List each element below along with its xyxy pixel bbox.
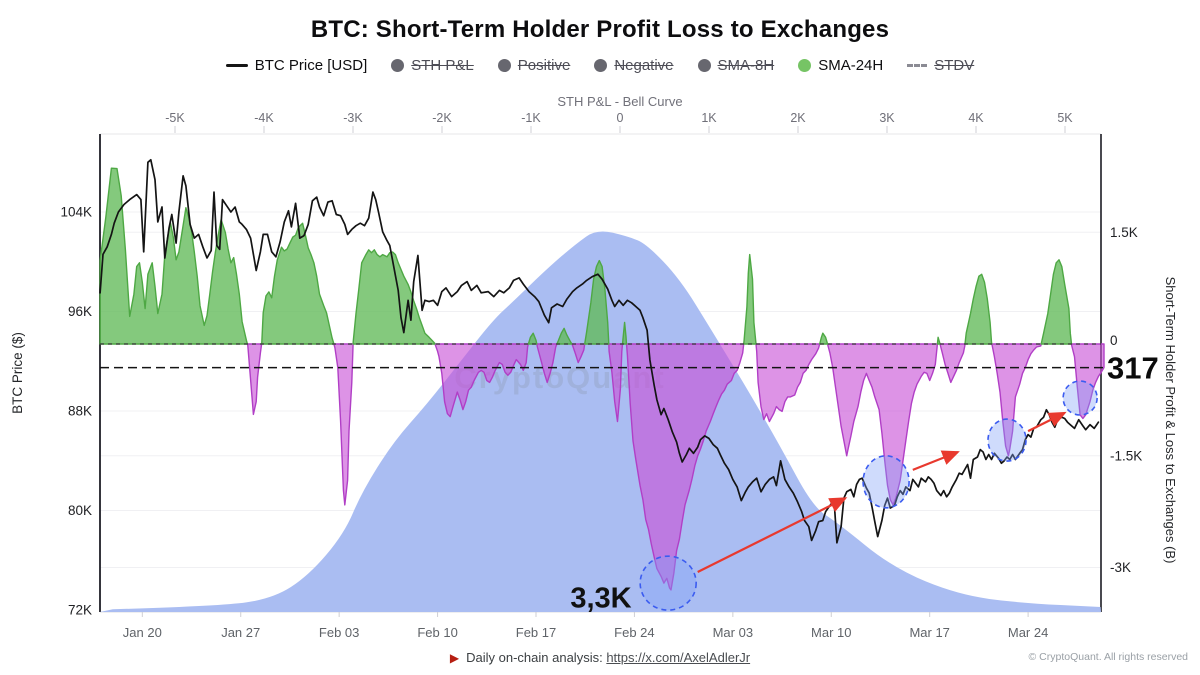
legend-item-btc-price[interactable]: BTC Price [USD] — [225, 57, 368, 74]
highlight-circle — [987, 418, 1027, 462]
trend-arrow — [1027, 411, 1067, 433]
sth-pnl-negative-area — [536, 343, 558, 384]
trend-arrow — [697, 497, 848, 573]
legend: BTC Price [USD] STH P&L Positive Negativ… — [0, 57, 1200, 74]
sth-pnl-negative-area — [1070, 343, 1105, 420]
top-tick-label: -3K — [343, 111, 363, 125]
top-tick-label: 0 — [617, 111, 624, 125]
date-tick-label: Mar 24 — [1008, 625, 1048, 640]
highlight-circle — [1062, 380, 1098, 416]
sth-pnl-positive-area — [964, 273, 993, 345]
legend-label: SMA-8H — [717, 57, 775, 74]
price-tick-label: 80K — [68, 503, 92, 518]
legend-item-sth-pnl[interactable]: STH P&L — [391, 57, 474, 74]
top-tick-label: 4K — [968, 111, 984, 125]
top-tick-label: 2K — [790, 111, 806, 125]
red-flag-icon: ▶ — [449, 651, 460, 665]
sth-pnl-positive-area — [621, 321, 628, 345]
highlight-circle — [639, 555, 697, 611]
circle-marker-icon — [391, 59, 405, 72]
current-value-label: 317 — [1107, 351, 1159, 386]
legend-label: STH P&L — [411, 57, 474, 74]
sth-pnl-positive-area — [819, 332, 829, 345]
top-tick-label: 5K — [1057, 111, 1073, 125]
highlight-circle — [862, 455, 910, 509]
sth-pnl-positive-area — [936, 336, 941, 345]
sth-pnl-negative-area — [755, 343, 821, 423]
price-tick-label: 72K — [68, 603, 92, 618]
sth-pnl-negative-area — [826, 343, 939, 506]
line-marker-icon — [225, 64, 248, 67]
sth-pnl-negative-area — [939, 343, 966, 384]
sth-pnl-negative-area — [625, 343, 745, 591]
btc-price-line — [99, 158, 1100, 544]
legend-item-sma8h[interactable]: SMA-8H — [697, 57, 775, 74]
sth-pnl-negative-area — [333, 343, 354, 506]
top-tick-label: 1K — [701, 111, 717, 125]
sth-pnl-negative-area — [246, 343, 263, 416]
top-tick-label: -2K — [432, 111, 452, 125]
circle-marker-icon — [594, 59, 608, 72]
pnl-tick-label: -1.5K — [1110, 448, 1142, 463]
sth-pnl-positive-area — [743, 253, 757, 345]
right-axis-title: Short-Term Holder Profit & Loss to Excha… — [1163, 277, 1178, 564]
legend-label: Positive — [517, 57, 571, 74]
legend-item-sma24h[interactable]: SMA-24H — [798, 57, 883, 74]
sth-pnl-positive-area — [99, 167, 249, 345]
sth-pnl-negative-area — [608, 343, 624, 423]
pnl-tick-label: 1.5K — [1110, 225, 1138, 240]
legend-label: BTC Price [USD] — [254, 57, 368, 74]
top-axis-title: STH P&L - Bell Curve — [557, 94, 682, 109]
price-tick-label: 96K — [68, 304, 92, 319]
trend-arrow — [912, 450, 960, 471]
author-link[interactable]: https://x.com/AxelAdlerJr — [606, 650, 751, 665]
legend-label: Negative — [614, 57, 674, 74]
top-tick-label: 3K — [879, 111, 895, 125]
price-tick-label: 104K — [60, 205, 92, 220]
circle-marker-icon — [697, 59, 711, 72]
sth-pnl-positive-area — [1040, 259, 1073, 345]
date-tick-label: Mar 10 — [811, 625, 851, 640]
top-tick-label: -4K — [254, 111, 274, 125]
pnl-tick-label: -3K — [1110, 560, 1131, 575]
date-tick-label: Mar 17 — [909, 625, 949, 640]
copyright: © CryptoQuant. All rights reserved — [1028, 651, 1188, 663]
chart-title: BTC: Short-Term Holder Profit Loss to Ex… — [310, 16, 890, 43]
top-tick-label: -1K — [521, 111, 541, 125]
date-tick-label: Feb 17 — [516, 625, 556, 640]
date-tick-label: Mar 03 — [713, 625, 753, 640]
circle-marker-icon — [497, 59, 511, 72]
top-tick-label: -5K — [165, 111, 185, 125]
legend-item-positive[interactable]: Positive — [497, 57, 571, 74]
date-tick-label: Jan 20 — [123, 625, 162, 640]
sth-pnl-negative-area — [571, 343, 586, 364]
sth-pnl-positive-area — [260, 222, 335, 345]
circle-marker-icon — [798, 59, 812, 72]
legend-item-stdv[interactable]: STDV — [907, 57, 974, 74]
low-point-label: 3,3K — [570, 582, 631, 614]
date-tick-label: Jan 27 — [221, 625, 260, 640]
date-tick-label: Feb 03 — [319, 625, 359, 640]
date-tick-label: Feb 24 — [614, 625, 654, 640]
date-tick-label: Feb 10 — [417, 625, 457, 640]
price-tick-label: 88K — [68, 404, 92, 419]
footer-note-text: Daily on-chain analysis: — [466, 650, 603, 665]
pnl-tick-label: 0 — [1110, 333, 1118, 348]
sth-pnl-positive-area — [556, 327, 573, 345]
footer-note: ▶ Daily on-chain analysis: https://x.com/… — [0, 650, 1200, 665]
dash-marker-icon — [907, 64, 928, 67]
left-axis-title: BTC Price ($) — [10, 332, 25, 414]
legend-label: SMA-24H — [818, 57, 884, 74]
bell-curve-area — [100, 231, 1101, 613]
sth-pnl-negative-area — [991, 343, 1042, 457]
legend-item-negative[interactable]: Negative — [594, 57, 674, 74]
sth-pnl-negative-area — [434, 343, 530, 418]
sth-pnl-positive-area — [352, 249, 436, 345]
legend-label: STDV — [934, 57, 975, 74]
